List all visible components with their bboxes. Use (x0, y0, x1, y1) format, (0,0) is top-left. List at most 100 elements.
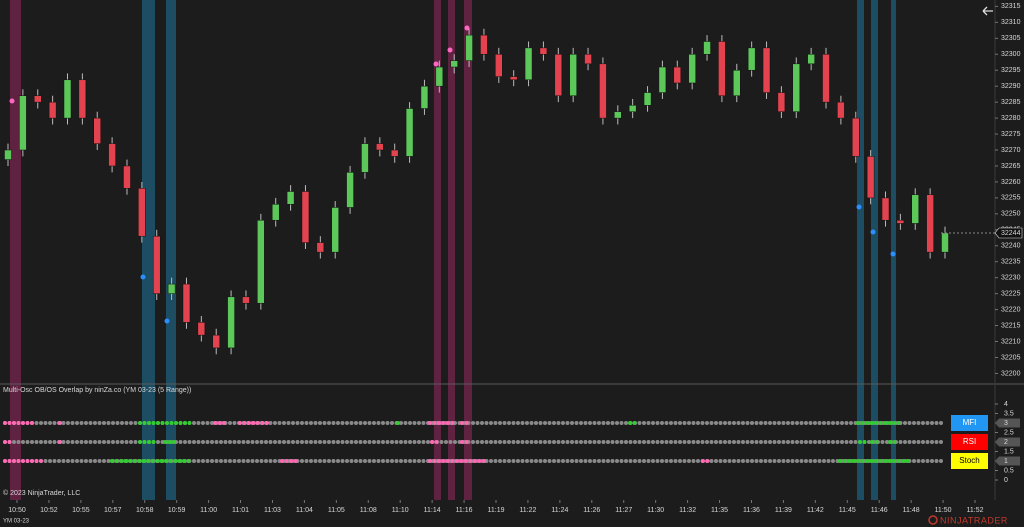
candle-body (658, 66, 667, 93)
candle-body (331, 207, 339, 253)
candle-body (569, 54, 577, 96)
signal-dots (9, 25, 896, 324)
candle-body (673, 66, 682, 84)
y-tick-label: 32310 (1001, 19, 1021, 26)
y-tick-label: 32225 (1001, 290, 1021, 297)
highlight-band (464, 0, 472, 500)
signal-dot (464, 25, 470, 31)
candle-body (480, 34, 488, 55)
y-tick-label: 32205 (1001, 354, 1021, 361)
candle-body (152, 235, 161, 294)
highlight-band (871, 0, 878, 500)
signal-dot (447, 47, 453, 53)
x-tick-label: 11:01 (232, 507, 249, 514)
signal-dot (890, 251, 896, 257)
candle-body (212, 334, 220, 349)
y-tick-label: 32220 (1001, 306, 1021, 313)
candle-body (63, 79, 72, 119)
x-tick-label: 11:22 (519, 507, 536, 514)
x-tick-label: 10:50 (8, 507, 26, 514)
candle-body (807, 54, 815, 65)
row-level-tag (995, 418, 1020, 428)
x-tick-label: 11:50 (935, 507, 952, 514)
candle-body (614, 111, 622, 119)
x-tick-label: 11:24 (551, 507, 568, 514)
row-button (951, 434, 988, 450)
candle-body (941, 232, 949, 253)
candle-body (465, 34, 473, 61)
y-tick-label: 32285 (1001, 99, 1021, 106)
candle-body (376, 143, 384, 151)
x-tick-label: 10:59 (168, 507, 186, 514)
x-tick-label: 10:57 (104, 507, 122, 514)
x-tick-label: 11:52 (967, 507, 984, 514)
x-tick-label: 11:27 (615, 507, 632, 514)
candle-body (138, 188, 146, 237)
candle-body (539, 47, 548, 55)
candle-body (405, 108, 414, 157)
candle-body (509, 76, 518, 81)
candle-body (48, 101, 57, 119)
y-tick-label: 32315 (1001, 3, 1021, 10)
row-button-label: RSI (963, 437, 976, 446)
x-tick-label: 11:19 (488, 507, 505, 514)
x-tick-label: 11:14 (424, 507, 441, 514)
candle-body (628, 105, 637, 112)
y-tick-label: 32280 (1001, 115, 1021, 122)
x-tick-label: 10:52 (40, 507, 58, 514)
candle-body (19, 95, 27, 151)
row-level-label: 3 (1004, 420, 1008, 427)
x-tick-label: 11:48 (903, 507, 920, 514)
candle-body (182, 283, 191, 323)
x-tick-label: 11:10 (392, 507, 409, 514)
candle-body (837, 101, 845, 119)
highlight-band (142, 0, 155, 500)
candle-body (4, 149, 12, 160)
row-button (951, 453, 988, 469)
candle-body (762, 47, 771, 93)
back-arrow[interactable] (982, 6, 993, 16)
y-tick-label: 1.5 (1004, 448, 1014, 455)
x-tick-label: 11:05 (328, 507, 345, 514)
row-button (951, 415, 988, 431)
row-level-label: 2 (1004, 439, 1008, 446)
row-level-label: 1 (1004, 458, 1008, 465)
candle-body (599, 63, 607, 119)
candle-body (703, 41, 711, 55)
x-tick-label: 11:03 (264, 507, 281, 514)
candle-body (896, 219, 905, 224)
highlight-band (10, 0, 21, 500)
candle-body (866, 156, 875, 199)
y-tick-label: 32250 (1001, 211, 1021, 218)
candle-body (420, 85, 429, 109)
candle-body (718, 41, 726, 96)
candle-body (316, 242, 325, 253)
highlight-band (434, 0, 441, 500)
candle-body (881, 197, 890, 221)
x-tick-label: 11:35 (711, 507, 728, 514)
candle-body (822, 54, 830, 103)
row-level-tag (995, 456, 1020, 466)
candle-body (271, 204, 280, 221)
y-tick-label: 32200 (1001, 370, 1021, 377)
y-tick-label: 4 (1004, 401, 1008, 408)
row-button-label: MFI (963, 418, 977, 427)
highlight-bands (10, 0, 896, 500)
x-tick-label: 11:04 (296, 507, 313, 514)
signal-dot (140, 274, 146, 280)
candle-body (242, 296, 250, 304)
highlight-band (166, 0, 176, 500)
price-tag-label: 32244 (1001, 230, 1021, 237)
candle-body (361, 143, 369, 173)
candle-body (93, 117, 101, 144)
y-tick-label: 0.5 (1004, 467, 1014, 474)
x-tick-label: 11:39 (775, 507, 792, 514)
signal-dot (433, 61, 439, 67)
candle-body (78, 79, 87, 119)
candle-body (733, 69, 741, 96)
candle-body (257, 219, 265, 304)
signal-dot (856, 204, 862, 210)
signal-dot (9, 98, 15, 104)
